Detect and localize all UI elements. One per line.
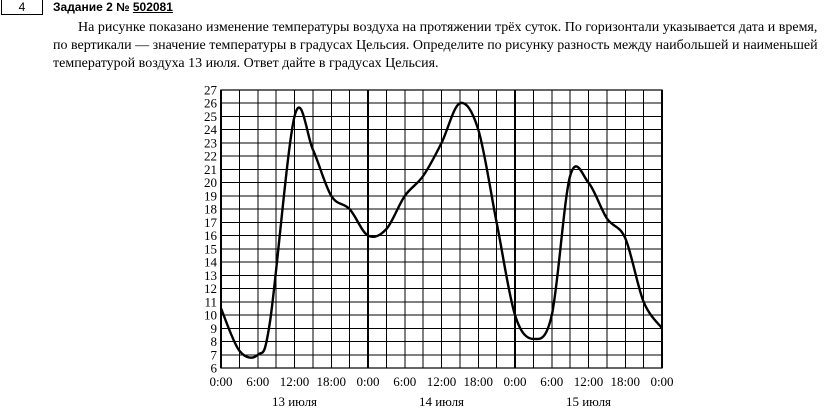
y-tick-label: 6	[211, 361, 218, 376]
y-tick-label: 27	[204, 83, 218, 98]
day-label: 15 июля	[566, 394, 611, 409]
x-tick-label: 0:00	[209, 374, 232, 389]
y-tick-label: 24	[204, 122, 218, 137]
task-statement: На рисунке показано изменение температур…	[53, 19, 828, 73]
y-tick-label: 16	[204, 228, 218, 243]
x-tick-label: 12:00	[574, 374, 604, 389]
task-heading: Задание 2 № 502081	[53, 0, 173, 14]
x-tick-label: 6:00	[393, 374, 416, 389]
task-title-prefix: Задание 2 №	[53, 0, 130, 14]
y-tick-label: 13	[204, 268, 217, 283]
y-tick-label: 20	[204, 175, 217, 190]
y-tick-label: 14	[204, 255, 218, 270]
y-tick-label: 26	[204, 96, 218, 111]
x-tick-label: 6:00	[540, 374, 563, 389]
day-label: 13 июля	[272, 394, 317, 409]
y-tick-label: 23	[204, 135, 217, 150]
plot-frame	[220, 89, 663, 369]
y-tick-label: 17	[204, 215, 218, 230]
y-tick-label: 10	[204, 308, 217, 323]
x-tick-label: 12:00	[280, 374, 310, 389]
temperature-curve	[219, 101, 663, 359]
x-tick-label: 0:00	[503, 374, 526, 389]
y-tick-label: 11	[204, 294, 217, 309]
x-tick-label: 6:00	[246, 374, 269, 389]
x-tick-label: 0:00	[650, 374, 673, 389]
x-tick-label: 18:00	[316, 374, 346, 389]
y-tick-label: 18	[204, 202, 217, 217]
y-tick-label: 22	[204, 149, 217, 164]
y-tick-label: 7	[211, 347, 218, 362]
x-tick-label: 18:00	[610, 374, 640, 389]
y-tick-label: 15	[204, 241, 217, 256]
y-tick-label: 19	[204, 188, 217, 203]
x-tick-label: 18:00	[463, 374, 493, 389]
y-tick-label: 12	[204, 281, 217, 296]
task-id-link[interactable]: 502081	[132, 0, 173, 14]
task-statement-text: На рисунке показано изменение температур…	[53, 20, 818, 71]
day-label: 14 июля	[419, 394, 464, 409]
y-tick-label: 21	[204, 162, 217, 177]
y-tick-label: 9	[211, 321, 218, 336]
x-tick-label: 0:00	[356, 374, 379, 389]
x-tick-label: 12:00	[427, 374, 457, 389]
y-tick-label: 8	[211, 334, 218, 349]
y-tick-label: 25	[204, 109, 217, 124]
task-number-box: 4	[1, 0, 43, 15]
